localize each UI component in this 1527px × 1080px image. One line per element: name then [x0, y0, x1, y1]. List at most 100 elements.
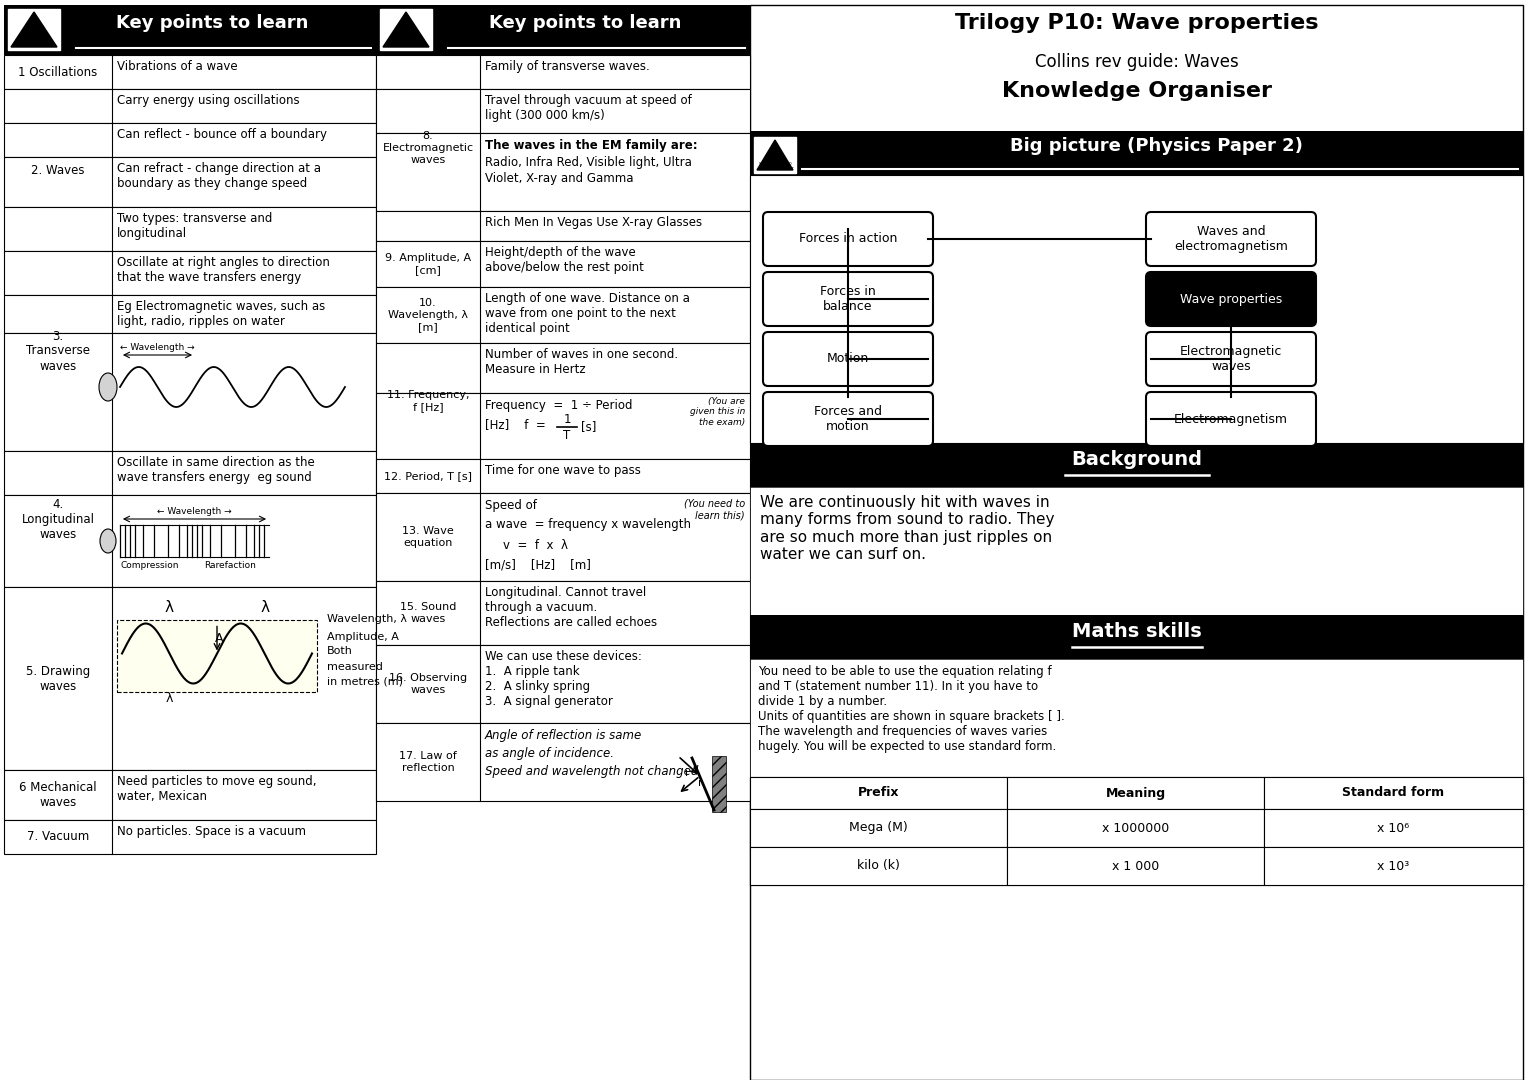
Text: Meaning: Meaning — [1106, 786, 1165, 799]
Bar — [376, 5, 750, 55]
Bar — [750, 777, 1006, 809]
Text: 15. Sound
waves: 15. Sound waves — [400, 603, 457, 624]
Text: The waves in the EM family are:: The waves in the EM family are: — [486, 139, 698, 152]
Text: Height/depth of the wave
above/below the rest point: Height/depth of the wave above/below the… — [486, 246, 644, 274]
Text: ← Wavelength →: ← Wavelength → — [157, 507, 232, 516]
Text: Knowledge Organiser: Knowledge Organiser — [1002, 81, 1272, 102]
Text: Key points to learn: Key points to learn — [489, 14, 681, 32]
Bar — [750, 777, 1522, 885]
Text: Motion: Motion — [828, 352, 869, 365]
Text: Waves and
electromagnetism: Waves and electromagnetism — [1174, 225, 1287, 253]
Text: [m/s]    [Hz]    [m]: [m/s] [Hz] [m] — [486, 559, 591, 572]
Text: Radio, Infra Red, Visible light, Ultra: Radio, Infra Red, Visible light, Ultra — [486, 156, 692, 168]
Text: Big picture (Physics Paper 2): Big picture (Physics Paper 2) — [1009, 137, 1303, 156]
Text: Need particles to move eg sound,
water, Mexican: Need particles to move eg sound, water, … — [118, 775, 316, 804]
Text: We are continuously hit with waves in
many forms from sound to radio. They
are s: We are continuously hit with waves in ma… — [760, 495, 1055, 563]
Text: 17. Law of
reflection: 17. Law of reflection — [399, 752, 457, 773]
Bar — [5, 89, 376, 123]
Polygon shape — [383, 12, 429, 48]
Text: Eg Electromagnetic waves, such as
light, radio, ripples on water: Eg Electromagnetic waves, such as light,… — [118, 300, 325, 328]
Text: 13. Wave
equation: 13. Wave equation — [402, 526, 454, 548]
Text: i: i — [686, 768, 689, 778]
Text: Longitudinal. Cannot travel
through a vacuum.
Reflections are called echoes: Longitudinal. Cannot travel through a va… — [486, 586, 657, 629]
FancyBboxPatch shape — [1145, 332, 1316, 386]
Text: 12. Period, T [s]: 12. Period, T [s] — [383, 471, 472, 481]
Bar — [750, 5, 1522, 1080]
Text: as angle of incidence.: as angle of incidence. — [486, 747, 614, 760]
Bar — [750, 809, 1006, 847]
Bar — [754, 137, 796, 173]
Bar — [712, 756, 725, 812]
Polygon shape — [11, 12, 56, 48]
Text: 9. Amplitude, A
[cm]: 9. Amplitude, A [cm] — [385, 253, 470, 274]
Bar — [1264, 847, 1522, 885]
Text: Carry energy using oscillations: Carry energy using oscillations — [118, 94, 299, 107]
Text: Violet, X-ray and Gamma: Violet, X-ray and Gamma — [486, 172, 634, 185]
Text: T: T — [563, 429, 571, 442]
Text: Maths skills: Maths skills — [1072, 622, 1202, 642]
Text: Prefix: Prefix — [858, 786, 899, 799]
Text: 8.
Electromagnetic
waves: 8. Electromagnetic waves — [382, 132, 473, 164]
Bar — [376, 343, 750, 393]
Text: 16. Observing
waves: 16. Observing waves — [389, 673, 467, 694]
Text: 3.
Transverse
waves: 3. Transverse waves — [26, 329, 90, 373]
Text: 2. Waves: 2. Waves — [31, 163, 86, 176]
Bar — [1006, 809, 1264, 847]
Text: 6 Mechanical
waves: 6 Mechanical waves — [20, 781, 96, 809]
Bar — [5, 123, 376, 157]
Bar — [376, 393, 750, 459]
Bar — [5, 207, 376, 251]
Text: Compression: Compression — [121, 561, 179, 570]
Text: x 10⁶: x 10⁶ — [1377, 822, 1409, 835]
Text: Rarefaction: Rarefaction — [205, 561, 257, 570]
Text: r: r — [698, 778, 702, 788]
Text: 1: 1 — [563, 413, 571, 426]
Polygon shape — [757, 140, 793, 170]
Text: λ: λ — [165, 600, 174, 616]
Bar — [376, 55, 750, 89]
Bar — [5, 333, 376, 451]
Text: We can use these devices:
1.  A ripple tank
2.  A slinky spring
3.  A signal gen: We can use these devices: 1. A ripple ta… — [486, 650, 641, 708]
Text: Can reflect - bounce off a boundary: Can reflect - bounce off a boundary — [118, 129, 327, 141]
Text: Wave properties: Wave properties — [1180, 293, 1283, 306]
Text: Time for one wave to pass: Time for one wave to pass — [486, 464, 641, 477]
Text: in metres (m): in metres (m) — [327, 676, 403, 687]
Text: Forces in action: Forces in action — [799, 232, 898, 245]
Text: Standard form: Standard form — [1342, 786, 1445, 799]
Bar — [380, 9, 432, 50]
Bar — [750, 487, 1522, 615]
Text: Both: Both — [327, 647, 353, 657]
Text: Frequency  =  1 ÷ Period: Frequency = 1 ÷ Period — [486, 399, 632, 411]
Bar — [376, 723, 750, 801]
Text: 7. Vacuum: 7. Vacuum — [27, 831, 89, 843]
Text: Wavelength, λ: Wavelength, λ — [327, 613, 408, 623]
Text: Background: Background — [1070, 450, 1202, 469]
Bar — [1006, 777, 1264, 809]
Text: Trilogy P10: Wave properties: Trilogy P10: Wave properties — [954, 13, 1318, 33]
Text: Oscillate in same direction as the
wave transfers energy  eg sound: Oscillate in same direction as the wave … — [118, 456, 315, 484]
Text: ← Wavelength →: ← Wavelength → — [119, 343, 194, 352]
Text: Speed of: Speed of — [486, 499, 538, 512]
Text: x 10³: x 10³ — [1377, 860, 1409, 873]
Text: Key points to learn: Key points to learn — [116, 14, 308, 32]
Bar — [1006, 847, 1264, 885]
Text: You need to be able to use the equation relating f
and T (statement number 11). : You need to be able to use the equation … — [757, 665, 1064, 753]
Bar — [5, 495, 376, 588]
Bar — [5, 295, 376, 333]
Text: (You are
given this in
the exam): (You are given this in the exam) — [690, 397, 745, 427]
Bar — [376, 459, 750, 492]
Text: [Hz]    f  =: [Hz] f = — [486, 418, 545, 431]
Ellipse shape — [99, 373, 118, 401]
Text: [s]: [s] — [580, 420, 597, 433]
FancyBboxPatch shape — [1145, 392, 1316, 446]
Text: (You need to
learn this): (You need to learn this) — [684, 499, 745, 521]
Text: Forces and
motion: Forces and motion — [814, 405, 883, 433]
Text: Amplitude, A: Amplitude, A — [327, 632, 399, 642]
Text: Collins rev guide: Waves: Collins rev guide: Waves — [1035, 53, 1238, 71]
Bar — [376, 287, 750, 343]
Text: 11. Frequency,
f [Hz]: 11. Frequency, f [Hz] — [386, 390, 469, 411]
Text: Forces in
balance: Forces in balance — [820, 285, 876, 313]
Bar — [5, 157, 376, 207]
Ellipse shape — [99, 529, 116, 553]
Bar — [376, 645, 750, 723]
